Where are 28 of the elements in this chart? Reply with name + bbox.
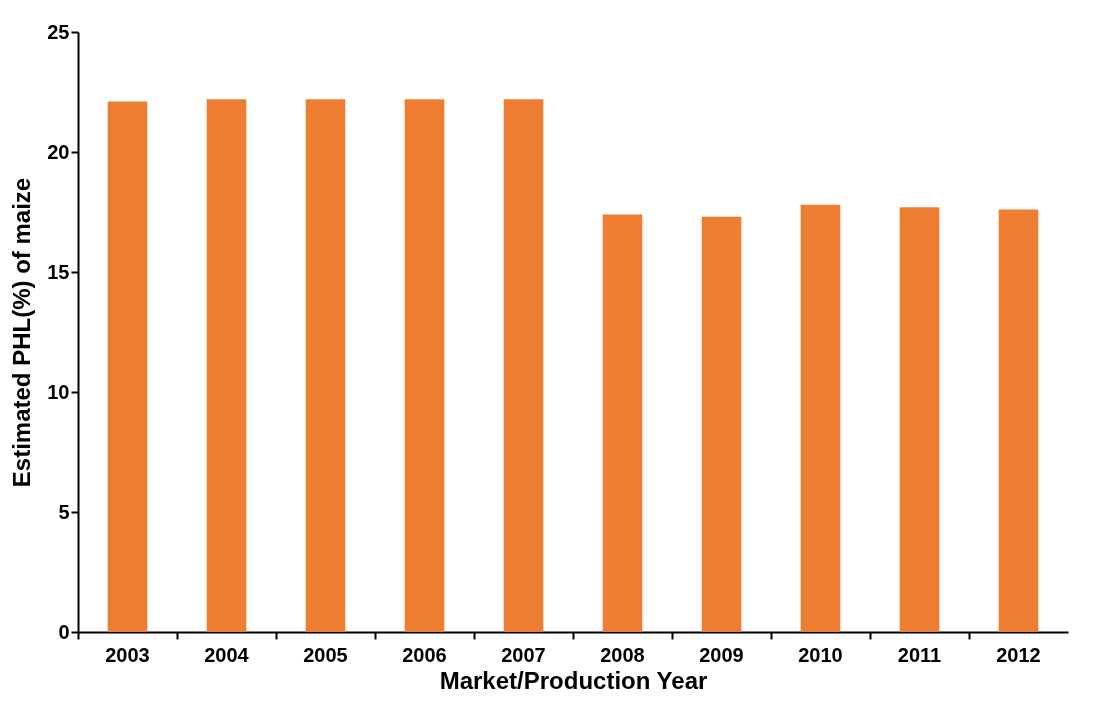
bar bbox=[899, 207, 940, 632]
bar bbox=[206, 99, 247, 632]
y-axis-title: Estimated PHL(%) of maize bbox=[8, 177, 36, 488]
bar bbox=[701, 216, 742, 632]
y-tick-label: 20 bbox=[47, 140, 70, 163]
y-tick-label: 0 bbox=[58, 620, 70, 643]
y-tick-label: 15 bbox=[47, 260, 70, 283]
y-tick-label: 10 bbox=[47, 380, 70, 403]
x-tick-label: 2007 bbox=[501, 643, 546, 666]
bar bbox=[998, 209, 1039, 632]
y-tick-label: 25 bbox=[47, 20, 70, 43]
bar bbox=[404, 99, 445, 632]
x-tick-label: 2005 bbox=[303, 643, 348, 666]
x-tick-label: 2006 bbox=[402, 643, 447, 666]
x-tick-label: 2009 bbox=[699, 643, 744, 666]
bar bbox=[305, 99, 346, 632]
bar bbox=[602, 214, 643, 632]
y-tick-label: 5 bbox=[58, 500, 70, 523]
bar bbox=[800, 204, 841, 632]
x-tick-label: 2010 bbox=[798, 643, 843, 666]
x-tick-label: 2004 bbox=[204, 643, 250, 666]
bar bbox=[503, 99, 544, 632]
x-axis-title: Market/Production Year bbox=[439, 666, 708, 694]
x-tick-label: 2008 bbox=[600, 643, 645, 666]
x-tick-label: 2012 bbox=[996, 643, 1041, 666]
bar bbox=[107, 101, 148, 632]
x-tick-label: 2011 bbox=[897, 643, 942, 666]
x-tick-label: 2003 bbox=[105, 643, 150, 666]
